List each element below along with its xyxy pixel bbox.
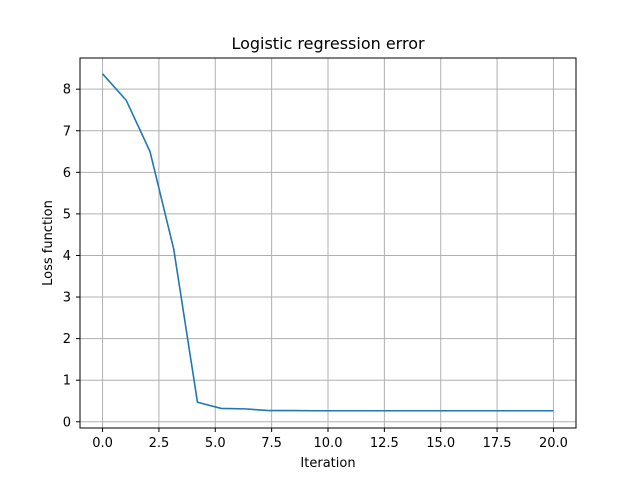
- grid: [80, 58, 576, 428]
- x-tick-label: 10.0: [314, 436, 343, 451]
- y-axis-label: Loss function: [41, 200, 56, 286]
- x-tick-label: 2.5: [149, 436, 170, 451]
- series-layer: [101, 73, 554, 412]
- x-tick-label: 17.5: [483, 436, 512, 451]
- y-tick-label: 7: [63, 124, 71, 139]
- chart-title: Logistic regression error: [231, 34, 425, 53]
- y-tick-label: 1: [63, 374, 71, 389]
- y-tick-label: 2: [63, 332, 71, 347]
- x-tick-label: 15.0: [426, 436, 455, 451]
- y-tick-label: 8: [63, 83, 71, 98]
- y-tick-label: 4: [63, 249, 71, 264]
- y-tick-label: 6: [63, 166, 71, 181]
- x-axis-label: Iteration: [300, 456, 355, 471]
- y-tick-label: 5: [63, 207, 71, 222]
- y-tick-label: 3: [63, 291, 71, 306]
- x-tick-label: 12.5: [370, 436, 399, 451]
- x-tick-label: 7.5: [261, 436, 282, 451]
- x-tick-label: 0.0: [92, 436, 113, 451]
- y-tick-label: 0: [63, 415, 71, 430]
- x-tick-label: 5.0: [205, 436, 226, 451]
- x-tick-label: 20.0: [539, 436, 568, 451]
- plot-frame: [79, 57, 577, 429]
- series-line: [101, 73, 554, 412]
- ticks: 0.0 2.5 5.0 7.5 10.0 12.5 15.0 17.5 20.0 0 1 2 3 4 5 6 7…: [63, 83, 568, 451]
